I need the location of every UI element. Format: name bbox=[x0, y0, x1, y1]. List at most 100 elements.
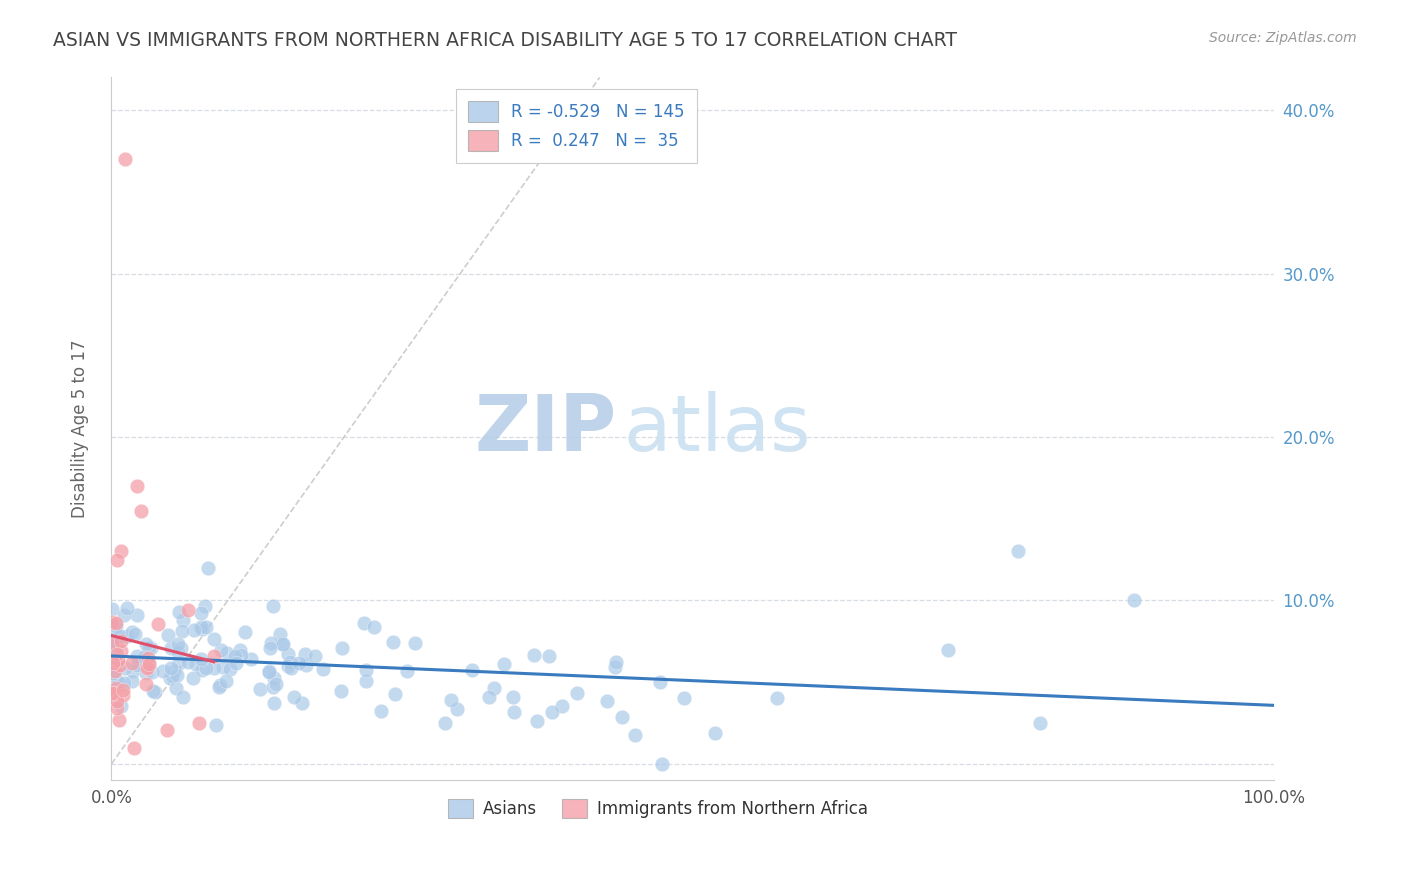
Point bbox=[229, 643, 252, 657]
Point bbox=[312, 662, 335, 676]
Point bbox=[1029, 715, 1052, 730]
Point bbox=[482, 681, 505, 695]
Point bbox=[938, 642, 960, 657]
Point bbox=[172, 690, 194, 705]
Point bbox=[169, 605, 191, 619]
Point bbox=[262, 680, 284, 694]
Point bbox=[138, 656, 160, 670]
Point bbox=[139, 641, 162, 656]
Point bbox=[605, 655, 627, 669]
Point bbox=[259, 640, 281, 655]
Point bbox=[146, 617, 169, 632]
Point bbox=[264, 677, 287, 691]
Point bbox=[526, 714, 548, 728]
Point bbox=[141, 665, 163, 679]
Point bbox=[183, 623, 205, 637]
Point bbox=[105, 701, 128, 715]
Point bbox=[135, 637, 157, 651]
Point bbox=[177, 655, 200, 669]
Point bbox=[107, 652, 129, 666]
Point bbox=[269, 627, 291, 641]
Point bbox=[142, 684, 165, 698]
Point bbox=[440, 693, 463, 707]
Point bbox=[202, 632, 225, 647]
Point bbox=[104, 671, 127, 685]
Legend: Asians, Immigrants from Northern Africa: Asians, Immigrants from Northern Africa bbox=[441, 792, 875, 825]
Point bbox=[138, 660, 160, 674]
Point bbox=[110, 699, 132, 714]
Point bbox=[105, 619, 128, 633]
Point bbox=[103, 620, 125, 634]
Point bbox=[103, 656, 125, 670]
Point bbox=[260, 635, 283, 649]
Point bbox=[217, 646, 239, 660]
Point bbox=[157, 627, 180, 641]
Point bbox=[166, 645, 188, 659]
Point bbox=[111, 688, 134, 702]
Point bbox=[138, 651, 160, 665]
Point bbox=[103, 686, 125, 700]
Point bbox=[190, 620, 212, 634]
Point bbox=[240, 652, 263, 666]
Point bbox=[163, 665, 186, 679]
Point bbox=[172, 624, 194, 638]
Point bbox=[1007, 544, 1029, 558]
Point bbox=[565, 685, 588, 699]
Text: Source: ZipAtlas.com: Source: ZipAtlas.com bbox=[1209, 31, 1357, 45]
Point bbox=[503, 706, 526, 720]
Point bbox=[121, 624, 143, 639]
Point bbox=[208, 680, 231, 694]
Point bbox=[280, 655, 302, 669]
Point bbox=[704, 725, 727, 739]
Text: atlas: atlas bbox=[623, 391, 810, 467]
Point bbox=[283, 690, 305, 704]
Point bbox=[330, 684, 353, 698]
Point bbox=[165, 681, 187, 695]
Point bbox=[229, 648, 252, 663]
Point bbox=[202, 660, 225, 674]
Point bbox=[160, 641, 183, 656]
Point bbox=[132, 650, 155, 665]
Point bbox=[125, 479, 148, 493]
Point bbox=[181, 671, 204, 685]
Point bbox=[478, 690, 501, 705]
Point bbox=[136, 661, 159, 675]
Point bbox=[104, 615, 127, 630]
Point bbox=[177, 603, 200, 617]
Point bbox=[121, 673, 143, 688]
Point bbox=[101, 658, 124, 673]
Point bbox=[356, 674, 378, 689]
Point bbox=[262, 599, 284, 614]
Point bbox=[673, 690, 696, 705]
Point bbox=[596, 694, 619, 708]
Point bbox=[111, 682, 134, 697]
Point bbox=[218, 662, 240, 676]
Point bbox=[121, 657, 143, 671]
Point bbox=[114, 661, 136, 675]
Point bbox=[211, 660, 233, 674]
Point bbox=[124, 627, 146, 641]
Point bbox=[540, 705, 562, 719]
Point bbox=[271, 637, 294, 651]
Point bbox=[224, 648, 246, 663]
Point bbox=[502, 690, 524, 705]
Point bbox=[492, 657, 515, 671]
Point bbox=[187, 716, 209, 731]
Point bbox=[271, 637, 294, 651]
Point bbox=[603, 659, 626, 673]
Point bbox=[105, 552, 128, 566]
Point bbox=[288, 657, 311, 671]
Point bbox=[249, 681, 271, 696]
Point bbox=[108, 714, 131, 728]
Point bbox=[766, 690, 789, 705]
Point bbox=[108, 629, 131, 643]
Point bbox=[101, 602, 124, 616]
Point bbox=[167, 656, 190, 670]
Point bbox=[167, 637, 190, 651]
Point bbox=[197, 561, 219, 575]
Point bbox=[257, 665, 280, 679]
Point bbox=[648, 674, 671, 689]
Point bbox=[110, 644, 132, 658]
Point bbox=[263, 696, 285, 710]
Point bbox=[110, 544, 132, 558]
